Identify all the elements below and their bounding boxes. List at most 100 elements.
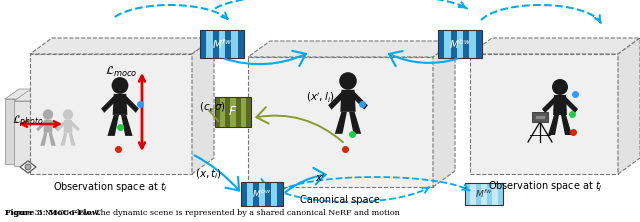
Polygon shape xyxy=(30,54,192,174)
Bar xyxy=(215,97,220,127)
Bar xyxy=(465,183,470,205)
Polygon shape xyxy=(542,97,557,113)
Bar xyxy=(497,183,503,205)
Text: $M^{fw}$: $M^{fw}$ xyxy=(475,188,493,200)
Polygon shape xyxy=(123,96,139,113)
Polygon shape xyxy=(60,133,67,146)
Bar xyxy=(481,183,486,205)
Bar xyxy=(220,97,225,127)
Bar xyxy=(469,30,476,58)
Circle shape xyxy=(339,72,357,90)
Polygon shape xyxy=(5,99,55,164)
Bar xyxy=(225,30,232,58)
Polygon shape xyxy=(561,115,572,135)
Polygon shape xyxy=(55,89,69,164)
Polygon shape xyxy=(470,38,640,54)
Polygon shape xyxy=(192,38,214,174)
Bar xyxy=(476,30,482,58)
Polygon shape xyxy=(351,92,368,110)
Polygon shape xyxy=(113,94,127,115)
Bar xyxy=(237,30,244,58)
Bar xyxy=(476,183,481,205)
Polygon shape xyxy=(433,41,455,187)
Text: $\mathcal{L}_{moco}$: $\mathcal{L}_{moco}$ xyxy=(105,65,138,79)
Polygon shape xyxy=(349,112,361,134)
Text: Observation space at $t_i$: Observation space at $t_i$ xyxy=(52,180,168,194)
Polygon shape xyxy=(553,95,567,115)
Circle shape xyxy=(43,109,53,120)
Bar xyxy=(470,183,476,205)
Bar xyxy=(532,112,548,122)
Bar xyxy=(241,182,283,206)
Polygon shape xyxy=(56,121,66,131)
Polygon shape xyxy=(30,38,214,54)
Bar xyxy=(271,182,277,206)
Polygon shape xyxy=(44,120,52,133)
Bar xyxy=(463,30,469,58)
Text: $\mathcal{L}_{photo}$: $\mathcal{L}_{photo}$ xyxy=(12,114,44,130)
Text: Canonical space: Canonical space xyxy=(300,195,380,205)
Bar xyxy=(200,30,206,58)
Bar xyxy=(457,30,463,58)
Text: Observation space at $t_j$: Observation space at $t_j$ xyxy=(488,180,602,194)
Bar xyxy=(277,182,283,206)
Text: $(x, t_i)$: $(x, t_i)$ xyxy=(195,167,222,181)
Bar xyxy=(241,182,247,206)
Polygon shape xyxy=(68,133,76,146)
Bar xyxy=(225,97,230,127)
Text: $(x^{\prime}, l_i)$: $(x^{\prime}, l_i)$ xyxy=(306,90,335,104)
Polygon shape xyxy=(121,115,132,136)
Polygon shape xyxy=(548,115,559,135)
Polygon shape xyxy=(14,91,78,101)
Polygon shape xyxy=(248,41,455,57)
Bar xyxy=(232,30,237,58)
Bar xyxy=(206,30,212,58)
Polygon shape xyxy=(108,115,119,136)
Polygon shape xyxy=(563,97,578,113)
Circle shape xyxy=(552,79,568,95)
Bar xyxy=(200,30,244,58)
Bar xyxy=(486,183,492,205)
Bar xyxy=(444,30,451,58)
Polygon shape xyxy=(20,161,36,173)
Bar xyxy=(465,183,503,205)
Bar xyxy=(215,97,251,127)
Text: $F$: $F$ xyxy=(228,105,237,119)
Bar xyxy=(253,182,259,206)
Polygon shape xyxy=(328,92,345,110)
Text: Figure 3: MoCo-Flow.: Figure 3: MoCo-Flow. xyxy=(5,209,100,217)
Bar xyxy=(247,182,253,206)
Polygon shape xyxy=(40,133,47,146)
Bar xyxy=(236,97,241,127)
Text: $(c, \sigma)$: $(c, \sigma)$ xyxy=(198,101,225,113)
Polygon shape xyxy=(63,120,72,133)
Polygon shape xyxy=(470,54,618,174)
Polygon shape xyxy=(70,121,80,131)
Polygon shape xyxy=(5,89,69,99)
Bar xyxy=(535,115,545,119)
Bar xyxy=(259,182,265,206)
Bar xyxy=(451,30,457,58)
Bar xyxy=(265,182,271,206)
Bar xyxy=(438,30,482,58)
Text: Figure 3: MoCo-Flow. The dynamic scene is represented by a shared canonical NeRF: Figure 3: MoCo-Flow. The dynamic scene i… xyxy=(5,209,400,217)
Polygon shape xyxy=(618,38,640,174)
Bar xyxy=(212,30,219,58)
Text: $M^{bw}$: $M^{bw}$ xyxy=(449,37,471,51)
Polygon shape xyxy=(101,96,117,113)
Text: $M^{bw}$: $M^{bw}$ xyxy=(252,188,272,200)
Circle shape xyxy=(63,109,73,120)
Bar xyxy=(230,97,236,127)
Bar xyxy=(241,97,246,127)
Bar xyxy=(438,30,444,58)
Text: $x^{\prime}$: $x^{\prime}$ xyxy=(315,172,326,184)
Bar xyxy=(246,97,251,127)
Polygon shape xyxy=(335,112,347,134)
Polygon shape xyxy=(14,101,64,166)
Polygon shape xyxy=(49,133,56,146)
Polygon shape xyxy=(50,121,60,131)
Polygon shape xyxy=(64,91,78,166)
Polygon shape xyxy=(248,57,433,187)
Circle shape xyxy=(25,164,31,170)
Polygon shape xyxy=(340,90,356,112)
